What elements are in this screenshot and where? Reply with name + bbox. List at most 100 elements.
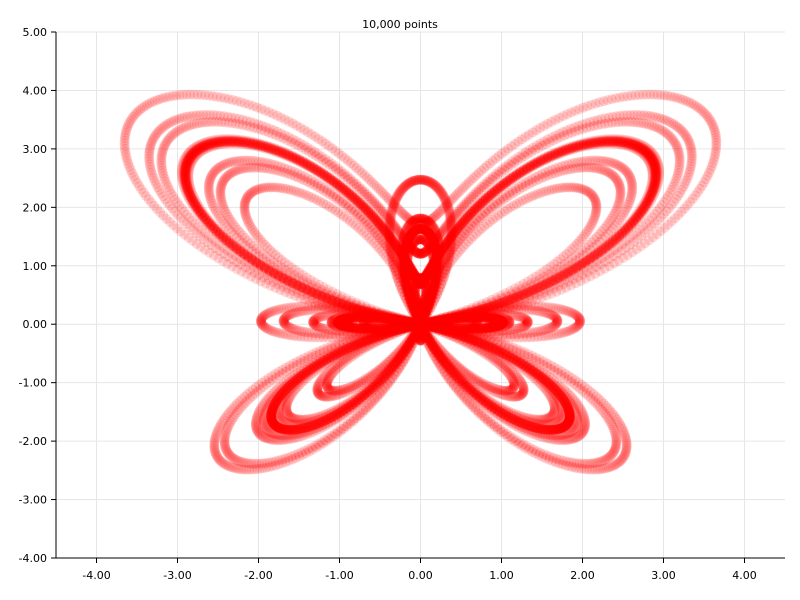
scatter-point bbox=[335, 315, 346, 326]
scatter-point bbox=[334, 318, 345, 329]
scatter-point bbox=[545, 276, 556, 287]
scatter-point bbox=[361, 312, 372, 323]
scatter-point bbox=[647, 185, 658, 196]
scatter-point bbox=[554, 147, 565, 158]
scatter-point bbox=[439, 240, 450, 251]
scatter-point bbox=[446, 312, 457, 323]
scatter-point bbox=[456, 310, 467, 321]
scatter-point bbox=[592, 137, 603, 148]
scatter-point bbox=[359, 312, 370, 323]
scatter-point bbox=[647, 154, 658, 165]
scatter-point bbox=[648, 157, 659, 168]
scatter-point bbox=[555, 271, 566, 282]
scatter-point bbox=[630, 140, 641, 151]
scatter-point bbox=[421, 270, 432, 281]
scatter-point bbox=[346, 322, 357, 333]
scatter-point bbox=[426, 262, 437, 273]
scatter-point bbox=[446, 231, 457, 242]
scatter-point bbox=[339, 321, 350, 332]
scatter-point bbox=[536, 155, 547, 166]
scatter-point bbox=[356, 323, 367, 334]
scatter-point bbox=[336, 314, 347, 325]
scatter-point bbox=[466, 307, 477, 318]
scatter-point bbox=[450, 226, 461, 237]
scatter-point bbox=[575, 140, 586, 151]
scatter-point bbox=[578, 139, 589, 150]
scatter-point bbox=[621, 137, 632, 148]
scatter-point bbox=[349, 312, 360, 323]
scatter-point bbox=[616, 136, 627, 147]
scatter-point bbox=[526, 161, 537, 172]
scatter-point bbox=[417, 276, 428, 287]
scatter-point bbox=[413, 319, 424, 330]
scatter-point bbox=[468, 206, 479, 217]
scatter-point bbox=[540, 279, 551, 290]
scatter-point bbox=[533, 157, 544, 168]
scatter-point bbox=[340, 313, 351, 324]
scatter-point bbox=[490, 185, 501, 196]
scatter-point bbox=[431, 316, 442, 327]
scatter-point bbox=[607, 236, 618, 247]
scatter-point bbox=[628, 216, 639, 227]
scatter-point bbox=[568, 142, 579, 153]
scatter-point bbox=[628, 139, 639, 150]
scatter-point bbox=[550, 274, 561, 285]
scatter-point bbox=[536, 281, 547, 292]
scatter-point bbox=[400, 321, 411, 332]
scatter-point bbox=[458, 216, 469, 227]
scatter-point bbox=[388, 322, 399, 333]
scatter-point bbox=[493, 183, 504, 194]
scatter-point bbox=[649, 177, 660, 188]
scatter-point bbox=[419, 274, 430, 285]
scatter-point bbox=[484, 190, 495, 201]
scatter-point bbox=[589, 250, 600, 261]
scatter-point bbox=[427, 317, 438, 328]
scatter-point bbox=[496, 297, 507, 308]
scatter-point bbox=[577, 258, 588, 269]
scatter-point bbox=[491, 299, 502, 310]
scatter-point bbox=[430, 255, 441, 266]
scatter-point bbox=[635, 207, 646, 218]
scatter-point bbox=[581, 256, 592, 267]
scatter-point bbox=[442, 236, 453, 247]
scatter-point bbox=[345, 312, 356, 323]
scatter-point bbox=[358, 323, 369, 334]
scatter-point bbox=[626, 219, 637, 230]
scatter-point bbox=[623, 221, 634, 232]
scatter-point bbox=[335, 315, 346, 326]
scatter-point bbox=[648, 156, 659, 167]
scatter-point bbox=[499, 178, 510, 189]
scatter-point bbox=[644, 193, 655, 204]
scatter-point bbox=[429, 257, 440, 268]
scatter-point bbox=[481, 303, 492, 314]
scatter-point bbox=[564, 143, 575, 154]
scatter-point bbox=[377, 323, 388, 334]
scatter-point bbox=[526, 285, 537, 296]
scatter-point bbox=[496, 180, 507, 191]
scatter-point bbox=[424, 265, 435, 276]
scatter-point bbox=[636, 143, 647, 154]
scatter-point bbox=[385, 322, 396, 333]
scatter-point bbox=[645, 190, 656, 201]
scatter-point bbox=[460, 213, 471, 224]
scatter-point bbox=[614, 230, 625, 241]
scatter-point bbox=[347, 312, 358, 323]
scatter-point bbox=[367, 323, 378, 334]
scatter-point bbox=[418, 275, 429, 286]
scatter-point bbox=[423, 268, 433, 279]
scatter-point bbox=[436, 245, 447, 256]
scatter-point bbox=[333, 317, 344, 328]
scatter-point bbox=[418, 274, 429, 285]
scatter-point bbox=[611, 233, 622, 244]
scatter-point bbox=[456, 219, 467, 230]
scatter-point bbox=[607, 136, 618, 147]
scatter-point bbox=[339, 313, 350, 324]
scatter-point bbox=[572, 261, 583, 272]
scatter-point bbox=[620, 224, 631, 235]
scatter-point bbox=[454, 221, 465, 232]
scatter-point bbox=[405, 320, 416, 331]
scatter-point bbox=[344, 322, 355, 333]
scatter-point bbox=[640, 146, 651, 157]
scatter-point bbox=[361, 323, 372, 334]
scatter-point bbox=[471, 306, 482, 317]
